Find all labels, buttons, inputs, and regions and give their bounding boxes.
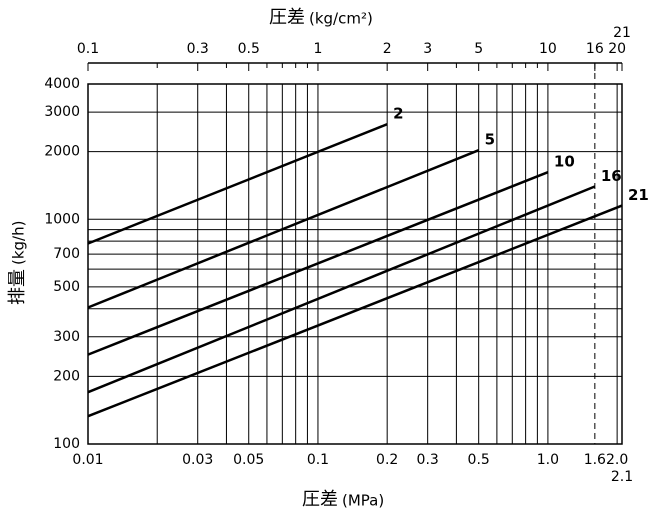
top-tick-label: 21	[613, 25, 631, 41]
top-tick-label: 3	[423, 41, 432, 57]
y-tick-label: 200	[53, 368, 80, 384]
top-tick-label: 10	[539, 41, 557, 57]
x-tick-label: 2.1	[611, 469, 633, 485]
top-tick-label: 2	[383, 41, 392, 57]
y-tick-label: 3000	[44, 104, 80, 120]
y-tick-label: 500	[53, 279, 80, 295]
series-line	[87, 123, 388, 245]
y-tick-label: 300	[53, 329, 80, 345]
series-label: 21	[628, 186, 649, 204]
x-tick-label: 0.05	[233, 452, 264, 468]
series-label: 10	[554, 153, 575, 171]
series-label: 2	[393, 105, 403, 123]
top-tick-label: 20	[608, 41, 626, 57]
x-tick-label: 1.0	[537, 452, 559, 468]
x-tick-label: 0.01	[72, 452, 103, 468]
top-tick-label: 16	[586, 41, 604, 57]
top-axis-title: 圧差	[269, 7, 305, 28]
y-axis-title: 排量	[7, 269, 28, 305]
series-label: 16	[601, 167, 622, 185]
x-tick-label: 1.6	[584, 452, 606, 468]
x-tick-label: 0.1	[307, 452, 329, 468]
x-tick-label: 0.3	[417, 452, 439, 468]
top-tick-label: 5	[474, 41, 483, 57]
plot-frame	[87, 83, 623, 445]
y-tick-label: 2000	[44, 144, 80, 160]
y-tick-label: 700	[53, 246, 80, 262]
y-axis-unit: (kg/h)	[10, 221, 28, 265]
x-tick-label: 0.03	[182, 452, 213, 468]
series-line	[87, 171, 549, 356]
top-tick-label: 0.3	[187, 41, 209, 57]
top-axis-unit: (kg/cm²)	[309, 10, 373, 28]
x-tick-label: 0.5	[468, 452, 490, 468]
y-tick-label: 4000	[44, 76, 80, 92]
y-tick-label: 1000	[44, 211, 80, 227]
series-line	[87, 204, 623, 418]
top-tick-label: 1	[313, 41, 322, 57]
bottom-axis-title: 圧差	[302, 489, 338, 510]
y-tick-label: 100	[53, 436, 80, 452]
bottom-axis-unit: (MPa)	[342, 492, 384, 510]
series-line	[87, 185, 596, 394]
x-tick-label: 0.2	[376, 452, 398, 468]
series-line	[87, 149, 480, 309]
x-tick-label: 2.0	[606, 452, 628, 468]
top-tick-label: 0.1	[77, 41, 99, 57]
top-tick-label: 0.5	[238, 41, 260, 57]
series-label: 5	[485, 131, 495, 149]
